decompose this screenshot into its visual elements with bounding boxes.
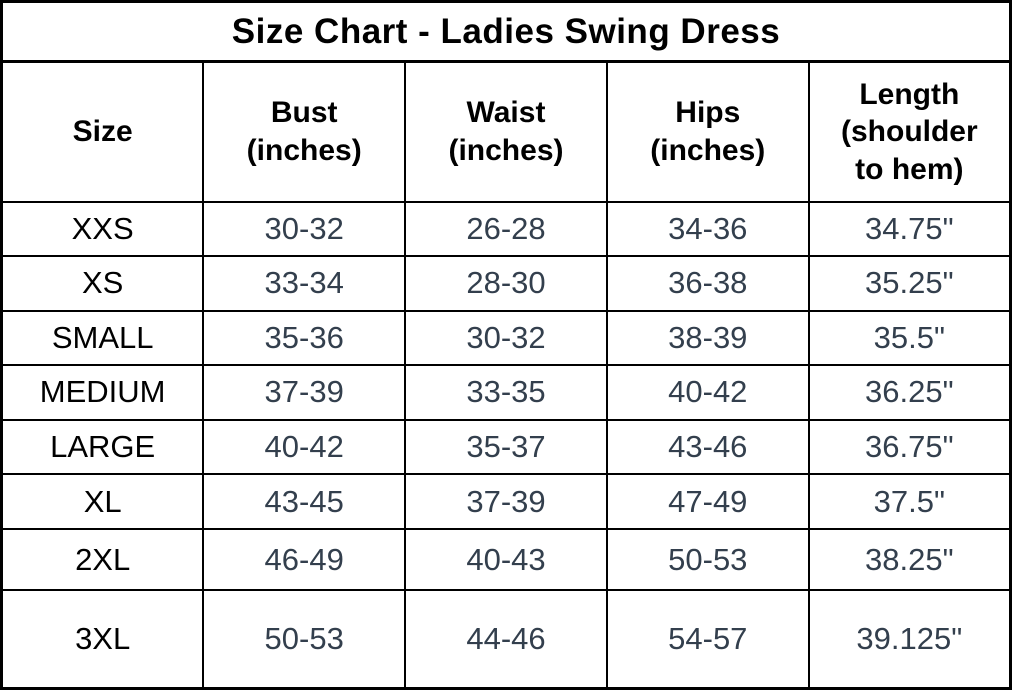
table-row-large: LARGE 40-42 35-37 43-46 36.75" — [0, 418, 1012, 476]
length-cell: 36.25" — [807, 364, 1012, 421]
title-row: Size Chart - Ladies Swing Dress — [0, 0, 1012, 63]
length-cell: 37.5" — [807, 473, 1012, 530]
bust-cell: 30-32 — [202, 200, 407, 258]
size-cell: XS — [0, 255, 205, 312]
bust-cell: 33-34 — [202, 255, 407, 312]
header-size: Size — [0, 60, 205, 203]
waist-cell: 44-46 — [404, 589, 608, 690]
chart-title: Size Chart - Ladies Swing Dress — [0, 0, 1012, 63]
table-row-small: SMALL 35-36 30-32 38-39 35.5" — [0, 309, 1012, 367]
table-row-xxs: XXS 30-32 26-28 34-36 34.75" — [0, 200, 1012, 258]
header-row: Size Bust (inches) Waist (inches) Hips (… — [0, 60, 1012, 203]
waist-cell: 28-30 — [404, 255, 608, 312]
waist-cell: 35-37 — [404, 418, 608, 476]
length-cell: 35.5" — [807, 309, 1012, 367]
waist-cell: 33-35 — [404, 364, 608, 421]
size-cell: MEDIUM — [0, 364, 205, 421]
length-cell: 34.75" — [807, 200, 1012, 258]
table-row-3xl: 3XL 50-53 44-46 54-57 39.125" — [0, 589, 1012, 690]
table-row-2xl: 2XL 46-49 40-43 50-53 38.25" — [0, 527, 1012, 592]
size-cell: SMALL — [0, 309, 205, 367]
hips-cell: 38-39 — [605, 309, 810, 367]
size-cell: XXS — [0, 200, 205, 258]
size-cell: 3XL — [0, 589, 205, 690]
waist-cell: 26-28 — [404, 200, 608, 258]
table-row-xs: XS 33-34 28-30 36-38 35.25" — [0, 255, 1012, 312]
bust-cell: 43-45 — [202, 473, 407, 530]
length-cell: 38.25" — [807, 527, 1012, 592]
hips-cell: 54-57 — [605, 589, 810, 690]
bust-cell: 40-42 — [202, 418, 407, 476]
size-cell: 2XL — [0, 527, 205, 592]
header-bust: Bust (inches) — [202, 60, 407, 203]
header-hips: Hips (inches) — [605, 60, 810, 203]
table-row-xl: XL 43-45 37-39 47-49 37.5" — [0, 473, 1012, 530]
hips-cell: 43-46 — [605, 418, 810, 476]
header-length: Length (shoulder to hem) — [807, 60, 1012, 203]
table-row-medium: MEDIUM 37-39 33-35 40-42 36.25" — [0, 364, 1012, 421]
bust-cell: 50-53 — [202, 589, 407, 690]
length-cell: 35.25" — [807, 255, 1012, 312]
waist-cell: 30-32 — [404, 309, 608, 367]
bust-cell: 37-39 — [202, 364, 407, 421]
size-cell: XL — [0, 473, 205, 530]
length-cell: 36.75" — [807, 418, 1012, 476]
waist-cell: 40-43 — [404, 527, 608, 592]
hips-cell: 40-42 — [605, 364, 810, 421]
bust-cell: 35-36 — [202, 309, 407, 367]
hips-cell: 47-49 — [605, 473, 810, 530]
length-cell: 39.125" — [807, 589, 1012, 690]
waist-cell: 37-39 — [404, 473, 608, 530]
bust-cell: 46-49 — [202, 527, 407, 592]
hips-cell: 36-38 — [605, 255, 810, 312]
header-waist: Waist (inches) — [404, 60, 608, 203]
hips-cell: 50-53 — [605, 527, 810, 592]
hips-cell: 34-36 — [605, 200, 810, 258]
size-cell: LARGE — [0, 418, 205, 476]
